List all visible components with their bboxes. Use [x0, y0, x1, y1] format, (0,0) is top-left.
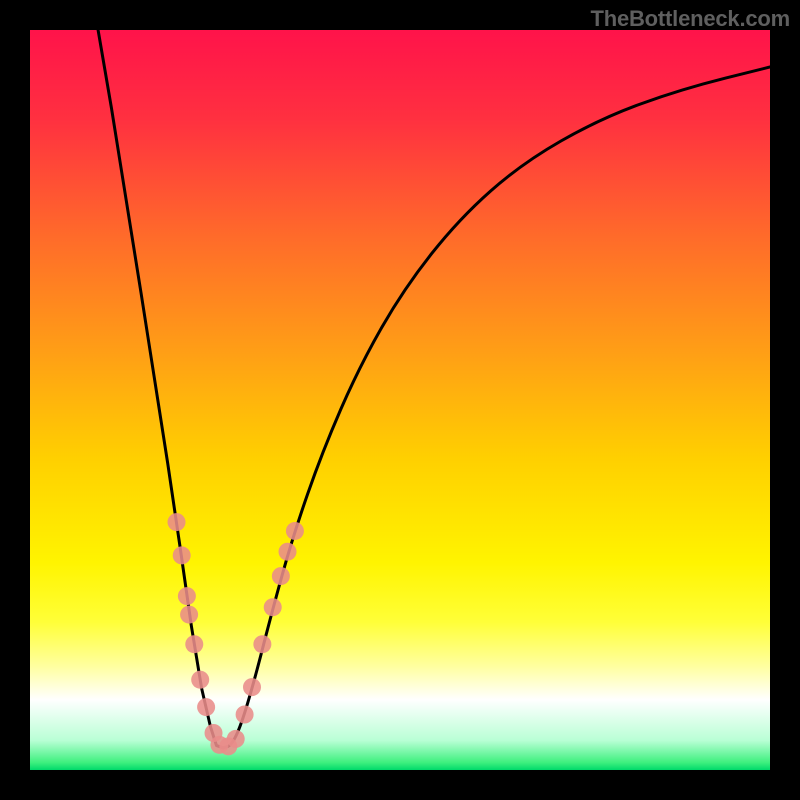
plot-container: TheBottleneck.com	[0, 0, 800, 800]
marker-point	[286, 522, 304, 540]
marker-point	[227, 730, 245, 748]
watermark-label: TheBottleneck.com	[590, 6, 790, 32]
bottleneck-chart	[0, 0, 800, 800]
marker-point	[197, 698, 215, 716]
marker-point	[253, 635, 271, 653]
marker-point	[279, 543, 297, 561]
marker-point	[168, 513, 186, 531]
marker-point	[185, 635, 203, 653]
marker-point	[243, 678, 261, 696]
marker-point	[236, 706, 254, 724]
marker-point	[272, 567, 290, 585]
gradient-background	[30, 30, 770, 770]
marker-point	[180, 606, 198, 624]
marker-point	[191, 671, 209, 689]
marker-point	[178, 587, 196, 605]
marker-point	[173, 546, 191, 564]
marker-point	[264, 598, 282, 616]
